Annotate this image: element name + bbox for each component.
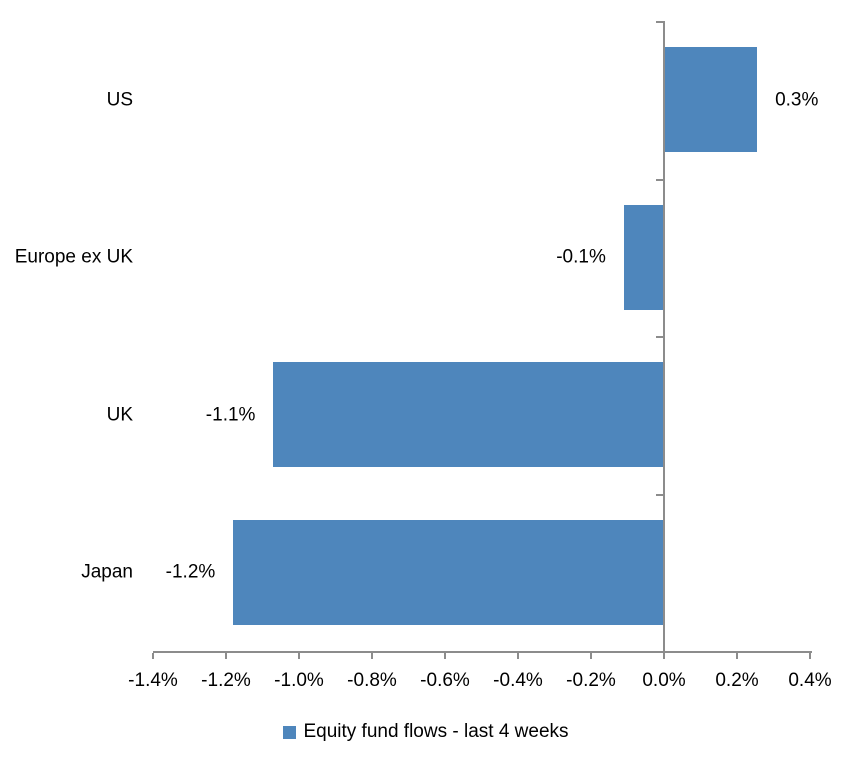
x-axis-tick bbox=[590, 653, 592, 659]
x-axis-tick-label: -1.2% bbox=[201, 670, 251, 691]
x-axis-tick bbox=[736, 653, 738, 659]
bar-japan bbox=[233, 519, 664, 625]
x-axis-tick-label: -0.8% bbox=[347, 670, 397, 691]
value-label-japan: -1.2% bbox=[165, 561, 216, 583]
x-axis-tick bbox=[663, 653, 665, 659]
category-label-uk: UK bbox=[106, 404, 133, 426]
x-axis-line bbox=[153, 651, 812, 653]
x-axis-tick bbox=[225, 653, 227, 659]
bar-uk bbox=[273, 362, 664, 468]
y-axis-tick bbox=[656, 651, 663, 653]
y-axis-tick bbox=[656, 493, 663, 496]
y-axis-tick bbox=[656, 178, 663, 181]
x-axis-tick bbox=[298, 653, 300, 659]
x-axis-tick-label: -0.2% bbox=[566, 670, 616, 691]
legend-swatch-icon bbox=[283, 725, 297, 739]
y-axis-line bbox=[663, 21, 665, 651]
bar-us bbox=[664, 47, 758, 153]
y-axis-tick bbox=[656, 21, 663, 23]
x-axis-tick-label: 0.0% bbox=[642, 670, 686, 691]
x-axis-tick-label: 0.4% bbox=[788, 670, 832, 691]
value-label-uk: -1.1% bbox=[205, 404, 256, 426]
x-axis-tick bbox=[517, 653, 519, 659]
category-label-japan: Japan bbox=[81, 561, 133, 583]
x-axis-tick-label: -0.4% bbox=[493, 670, 543, 691]
x-axis-tick bbox=[809, 653, 811, 659]
x-axis-tick bbox=[152, 653, 154, 659]
legend: Equity fund flows - last 4 weeks bbox=[0, 721, 852, 743]
value-label-europe-ex-uk: -0.1% bbox=[556, 246, 606, 268]
bar-europe-ex-uk bbox=[623, 204, 664, 310]
category-label-us: US bbox=[106, 89, 133, 111]
x-axis-tick-label: -0.6% bbox=[420, 670, 470, 691]
x-axis-tick bbox=[444, 653, 446, 659]
x-axis-tick-label: -1.4% bbox=[128, 670, 178, 691]
value-label-us: 0.3% bbox=[775, 89, 819, 111]
legend-label: Equity fund flows - last 4 weeks bbox=[303, 721, 569, 742]
x-axis-tick bbox=[371, 653, 373, 659]
x-axis-tick-label: 0.2% bbox=[715, 670, 759, 691]
category-label-europe-ex-uk: Europe ex UK bbox=[14, 246, 133, 268]
y-axis-tick bbox=[656, 336, 663, 338]
x-axis-tick-label: -1.0% bbox=[274, 670, 324, 691]
